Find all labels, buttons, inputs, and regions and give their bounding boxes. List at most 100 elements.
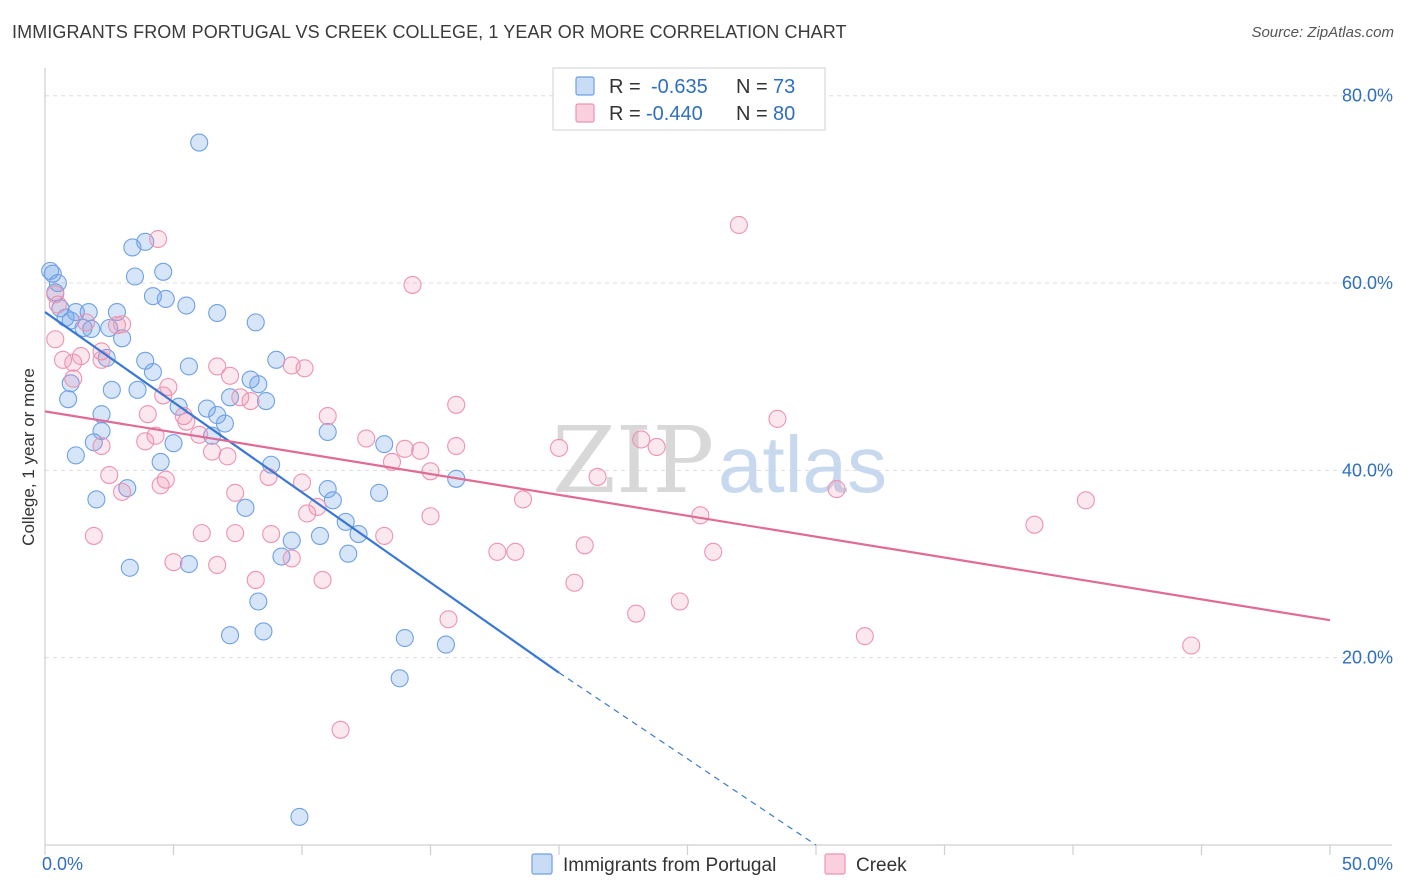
point-creek-6 — [149, 229, 168, 249]
point-portugal-0 — [43, 264, 62, 283]
point-creek-61 — [262, 525, 281, 544]
point-creek-4 — [107, 316, 127, 335]
point-creek-25 — [138, 405, 157, 424]
point-portugal-47 — [66, 446, 85, 465]
legend-r-label-2: R = — [609, 103, 641, 125]
point-creek-55 — [513, 490, 533, 509]
x-tick-label-min: 0.0% — [42, 854, 83, 874]
point-creek-57 — [691, 506, 710, 525]
point-creek-77 — [439, 610, 458, 629]
point-creek-34 — [447, 436, 466, 456]
point-portugal-33 — [59, 390, 78, 409]
trend-line-portugal — [44, 311, 560, 674]
point-creek-28 — [768, 409, 787, 428]
legend-r-value-1: -0.635 — [651, 76, 708, 98]
point-creek-7 — [403, 275, 422, 294]
point-creek-62 — [375, 526, 394, 545]
point-creek-2 — [46, 330, 65, 349]
point-portugal-31 — [143, 362, 162, 382]
point-creek-56 — [421, 507, 440, 526]
point-portugal-53 — [370, 483, 389, 502]
point-creek-5 — [77, 313, 96, 332]
bottom-legend-label-pink: Creek — [856, 855, 907, 876]
point-portugal-37 — [220, 388, 240, 407]
point-portugal-22 — [123, 238, 142, 257]
point-creek-71 — [282, 549, 301, 568]
point-creek-40 — [203, 442, 222, 461]
point-creek-74 — [565, 573, 584, 592]
point-creek-32 — [92, 436, 111, 456]
point-portugal-40 — [215, 414, 234, 433]
point-portugal-72 — [246, 313, 265, 332]
point-creek-35 — [395, 439, 414, 458]
bottom-legend: Immigrants from Portugal Creek — [531, 853, 907, 876]
point-creek-67 — [506, 542, 525, 561]
watermark: ZIP atlas — [552, 407, 887, 514]
point-creek-39 — [647, 437, 666, 457]
series-creek — [46, 215, 1201, 739]
top-legend: R = -0.635 N = 73 R = -0.440 N = 80 — [552, 67, 826, 131]
point-portugal-3 — [41, 261, 60, 280]
point-creek-51 — [113, 482, 132, 501]
legend-r-value-2: -0.440 — [646, 103, 703, 125]
y-axis-title: College, 1 year or more — [19, 368, 38, 546]
y-tick-labels: 20.0% 40.0% 60.0% 80.0% — [1342, 86, 1393, 668]
point-creek-79 — [1182, 636, 1201, 655]
legend-n-value-1: 73 — [773, 76, 795, 98]
point-creek-22 — [241, 392, 260, 411]
point-portugal-51 — [318, 480, 337, 499]
point-creek-41 — [218, 447, 237, 466]
point-portugal-61 — [339, 544, 358, 563]
point-creek-0 — [46, 285, 65, 304]
point-portugal-60 — [310, 526, 330, 545]
trend-line-portugal-extension — [558, 672, 817, 846]
point-creek-9 — [53, 350, 73, 369]
point-creek-80 — [331, 720, 350, 739]
point-creek-69 — [164, 553, 183, 572]
point-creek-58 — [84, 526, 103, 545]
y-tick-label-40: 40.0% — [1342, 460, 1393, 480]
point-creek-15 — [220, 366, 240, 385]
x-tick-label-max: 50.0% — [1342, 854, 1393, 874]
point-portugal-66 — [254, 622, 273, 641]
top-legend-box — [552, 67, 826, 131]
point-portugal-55 — [87, 490, 106, 509]
y-tick-label-20: 20.0% — [1342, 648, 1393, 668]
point-creek-31 — [136, 432, 155, 451]
watermark-zip: ZIP — [552, 407, 714, 514]
legend-swatch-blue — [575, 76, 595, 96]
axes — [44, 68, 1392, 855]
point-creek-50 — [151, 476, 170, 495]
point-portugal-43 — [318, 422, 337, 442]
point-portugal-63 — [179, 554, 198, 574]
point-creek-59 — [192, 524, 211, 543]
point-portugal-70 — [390, 669, 409, 688]
y-tick-label-80: 80.0% — [1342, 86, 1393, 106]
point-creek-54 — [298, 504, 317, 523]
point-creek-44 — [156, 470, 175, 489]
point-creek-38 — [632, 430, 651, 449]
point-portugal-29 — [102, 380, 121, 399]
point-creek-72 — [246, 570, 265, 589]
point-creek-45 — [259, 467, 278, 486]
point-creek-75 — [670, 592, 689, 611]
point-portugal-24 — [208, 303, 227, 323]
point-creek-10 — [71, 347, 91, 366]
source-label: Source: ZipAtlas.com — [1251, 24, 1394, 41]
point-creek-63 — [1025, 515, 1044, 534]
point-portugal-45 — [375, 435, 394, 454]
point-portugal-52 — [323, 491, 342, 510]
point-creek-70 — [208, 555, 227, 575]
point-creek-18 — [64, 369, 83, 388]
point-portugal-23 — [190, 133, 209, 152]
point-creek-52 — [226, 483, 245, 502]
point-creek-30 — [146, 426, 165, 445]
point-creek-36 — [411, 441, 430, 460]
point-portugal-36 — [256, 392, 276, 411]
point-creek-19 — [159, 377, 178, 397]
point-portugal-20 — [177, 296, 196, 315]
point-portugal-71 — [290, 807, 309, 826]
point-creek-17 — [295, 359, 314, 378]
point-creek-26 — [318, 406, 337, 426]
